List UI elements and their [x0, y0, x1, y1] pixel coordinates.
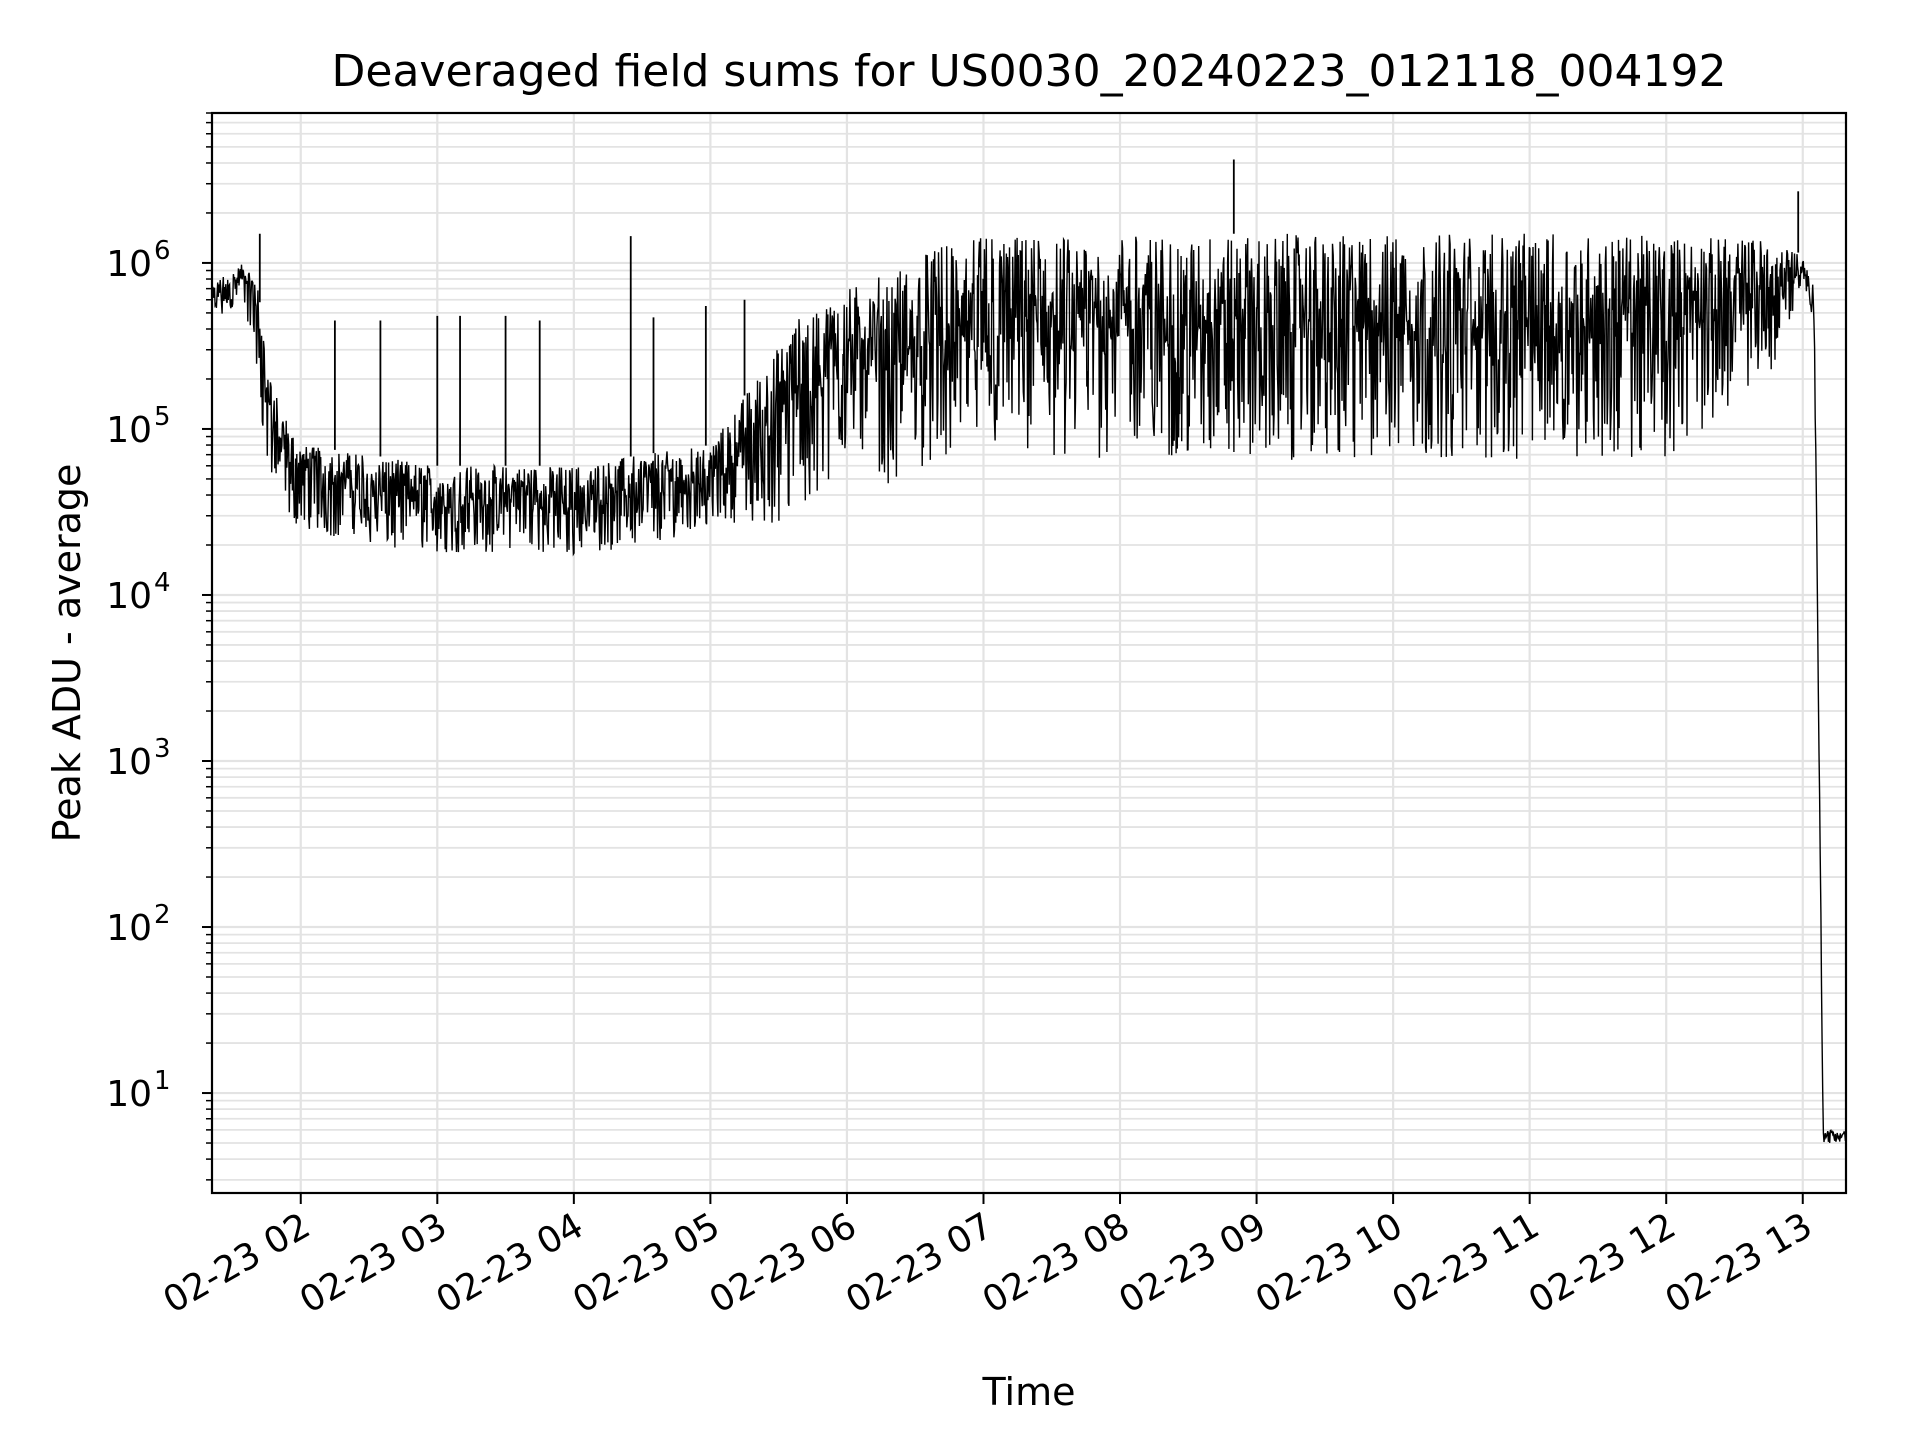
- y-tick-base: 10: [106, 576, 152, 617]
- y-tick-base: 10: [106, 908, 152, 949]
- y-tick-exponent: 1: [154, 1066, 171, 1096]
- y-tick-label: 10: [106, 410, 152, 451]
- y-axis-label: Peak ADU - average: [45, 464, 89, 843]
- y-tick-label: 10: [106, 1074, 152, 1115]
- y-tick-base: 10: [106, 410, 152, 451]
- series-line: [211, 159, 1847, 1143]
- y-tick-base: 10: [106, 742, 152, 783]
- y-tick-exponent: 4: [154, 568, 171, 598]
- x-axis-label: Time: [982, 1370, 1076, 1414]
- y-tick-exponent: 6: [154, 236, 171, 266]
- y-tick-exponent: 2: [154, 900, 171, 930]
- grid-lines: [212, 112, 1846, 1193]
- y-tick-exponent: 5: [154, 402, 171, 432]
- series-path: [211, 233, 1847, 1143]
- plot-frame: [210, 111, 1848, 1195]
- y-tick-label: 10: [106, 742, 152, 783]
- y-tick-label: 10: [106, 576, 152, 617]
- y-tick-base: 10: [106, 244, 152, 285]
- chart-title: Deaveraged field sums for US0030_2024022…: [332, 46, 1727, 97]
- y-tick-base: 10: [106, 1074, 152, 1115]
- y-tick-exponent: 3: [154, 734, 171, 764]
- y-tick-label: 10: [106, 244, 152, 285]
- y-tick-label: 10: [106, 908, 152, 949]
